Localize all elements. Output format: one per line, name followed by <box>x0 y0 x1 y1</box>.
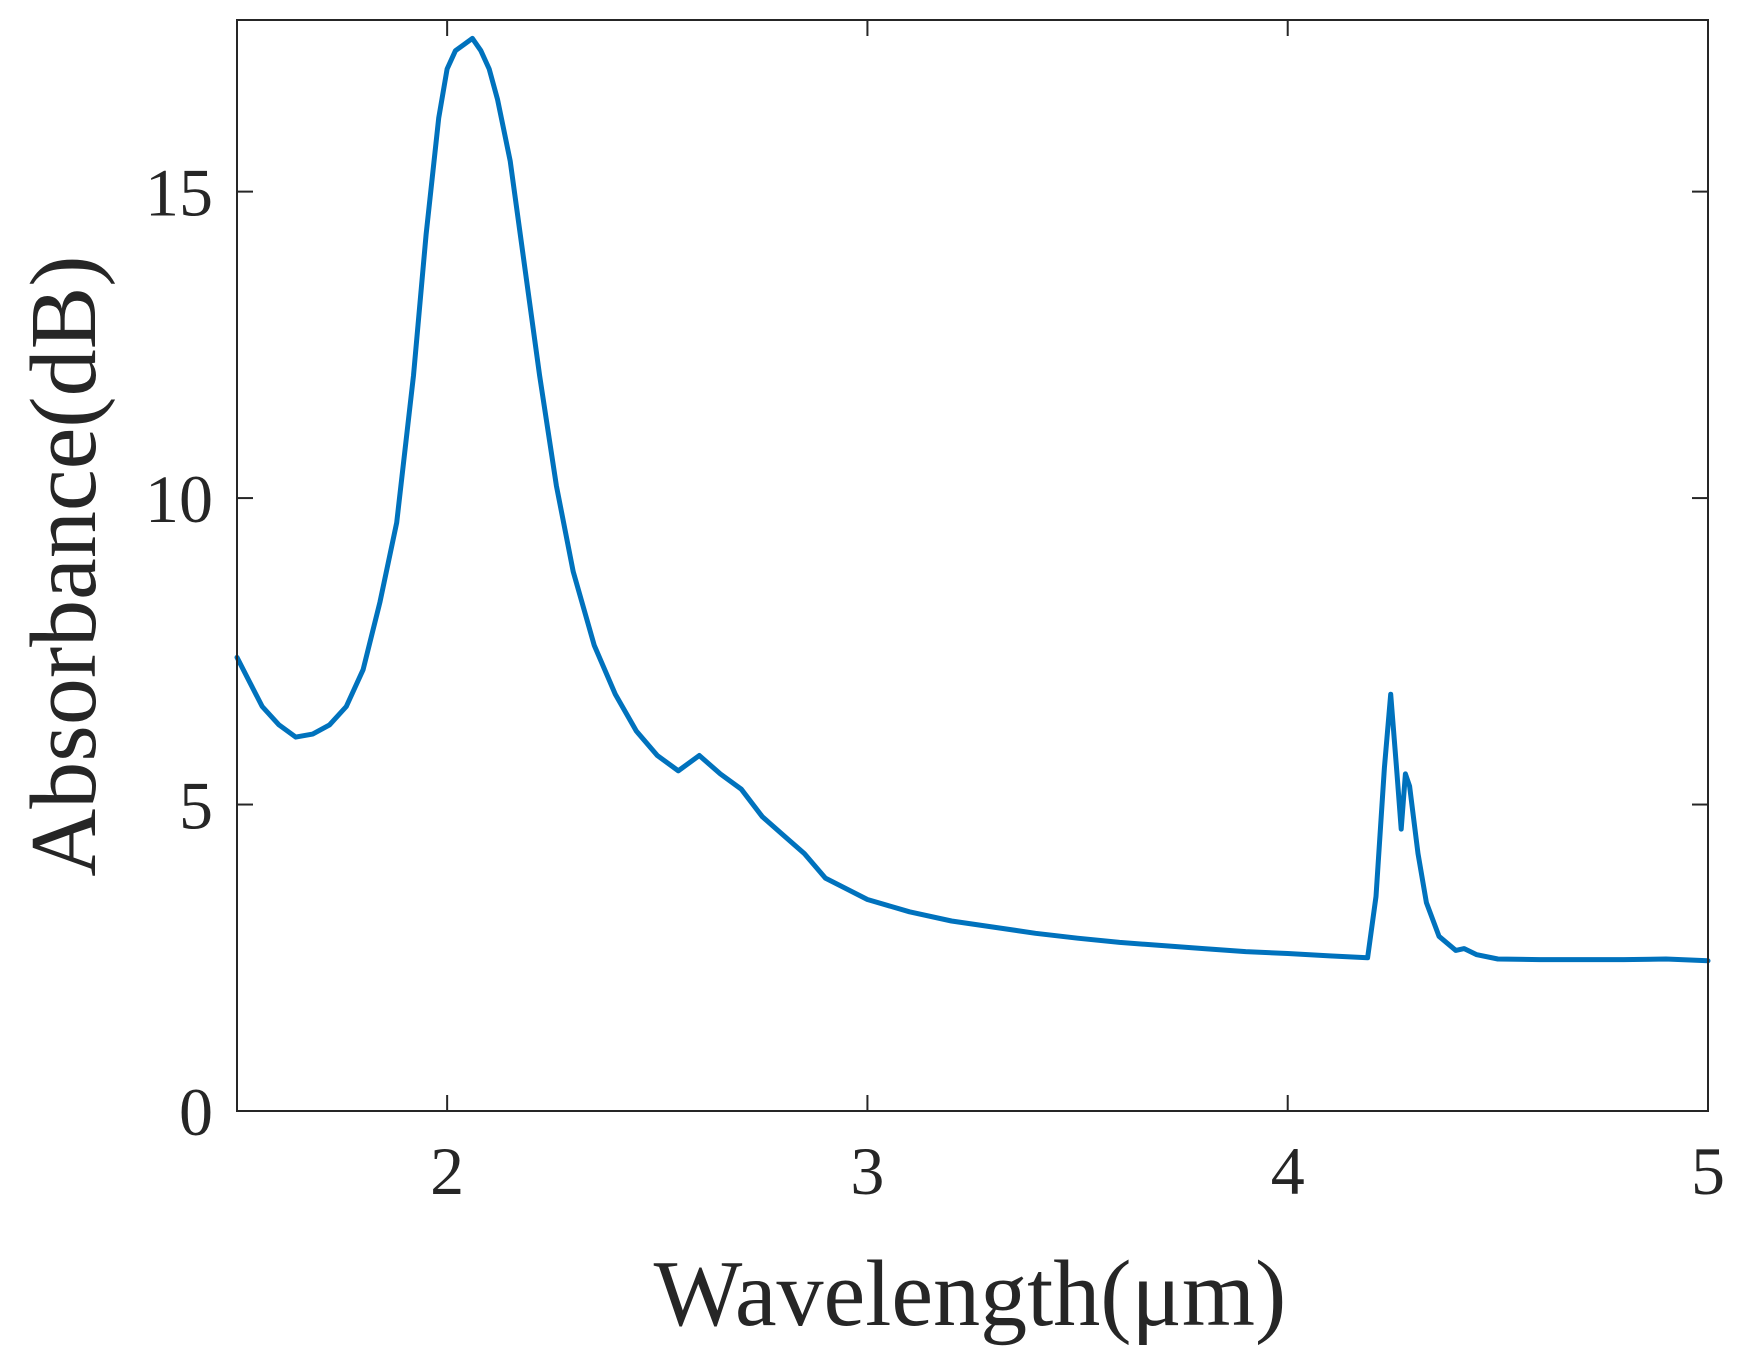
plot-area <box>237 20 1708 1111</box>
axes-box <box>236 19 1709 1112</box>
y-tick-label: 15 <box>145 155 213 231</box>
axes-layer: 2 3 4 5 0 5 10 15 <box>145 19 1725 1209</box>
x-tick-label: 2 <box>430 1133 464 1209</box>
y-axis-label: Absorbance(dB) <box>12 255 116 876</box>
data-layer <box>234 35 1711 964</box>
y-tick-label: 5 <box>179 768 213 844</box>
y-tick-label: 10 <box>145 461 213 537</box>
x-axis-label: Wavelength(μm) <box>654 1242 1287 1346</box>
x-tick-label: 4 <box>1271 1133 1305 1209</box>
plot-background <box>237 20 1708 1111</box>
x-tick-label: 5 <box>1691 1133 1725 1209</box>
series-line-0 <box>234 35 1711 964</box>
x-tick-label: 3 <box>850 1133 884 1209</box>
y-tick-label: 0 <box>179 1074 213 1150</box>
